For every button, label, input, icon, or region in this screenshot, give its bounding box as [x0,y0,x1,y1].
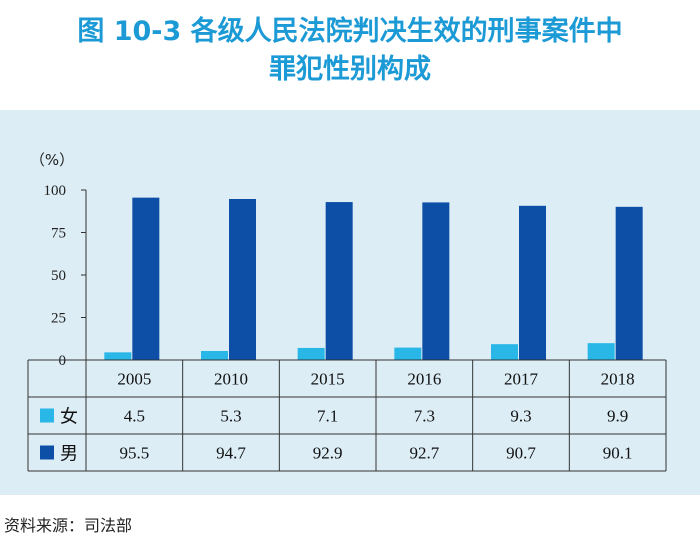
bar-male-2018 [615,206,643,360]
data-label: 9.9 [607,407,628,426]
bar-female-2015 [297,347,325,360]
y-tick-label: 25 [51,311,66,327]
data-label: 92.7 [409,444,439,463]
data-label: 9.3 [510,407,531,426]
bar-female-2018 [587,343,615,360]
chart-title-line2: 罪犯性别构成 [269,54,431,85]
legend-swatch-female [40,408,54,423]
x-tick-label: 2016 [407,370,441,389]
chart-title-line1: 图 10-3 各级人民法院判决生效的刑事案件中 [77,16,623,47]
legend-swatch-male [40,445,54,460]
bar-chart: （%） 0 25 50 75 100 2005 2010 2015 2016 2017 2018 女 4.… [27,151,667,472]
x-tick-label: 2018 [601,370,635,389]
data-label: 90.7 [506,444,536,463]
x-tick-label: 2017 [504,370,539,389]
bar-female-2010 [201,350,228,360]
data-label: 92.9 [313,444,343,463]
data-label: 94.7 [216,444,246,463]
data-label: 4.5 [124,407,145,426]
data-label: 7.3 [414,407,435,426]
y-tick-label: 50 [51,268,66,284]
bar-male-2016 [422,202,450,360]
y-unit-label: （%） [30,151,74,169]
y-tick-label: 0 [59,353,67,369]
y-tick-label: 75 [51,226,66,242]
bar-female-2017 [491,344,518,360]
bar-male-2010 [229,199,256,360]
data-label: 5.3 [220,407,241,426]
bar-female-2016 [394,347,422,360]
y-tick-label: 100 [44,183,67,199]
bar-female-2005 [104,352,132,360]
x-tick-label: 2015 [311,370,345,389]
bar-male-2017 [519,205,546,360]
source-note: 资料来源：司法部 [4,516,133,535]
data-label: 90.1 [603,444,633,463]
chart-panel: （%） 0 25 50 75 100 2005 2010 2015 2016 2017 2018 女 4.… [0,110,700,495]
data-label: 95.5 [119,444,149,463]
bar-male-2015 [325,202,353,360]
x-tick-label: 2010 [214,370,248,389]
legend-label-male: 男 [60,444,78,465]
legend-label-female: 女 [60,407,78,428]
x-tick-label: 2005 [117,370,151,389]
bar-male-2005 [132,197,160,360]
data-label: 7.1 [317,407,338,426]
